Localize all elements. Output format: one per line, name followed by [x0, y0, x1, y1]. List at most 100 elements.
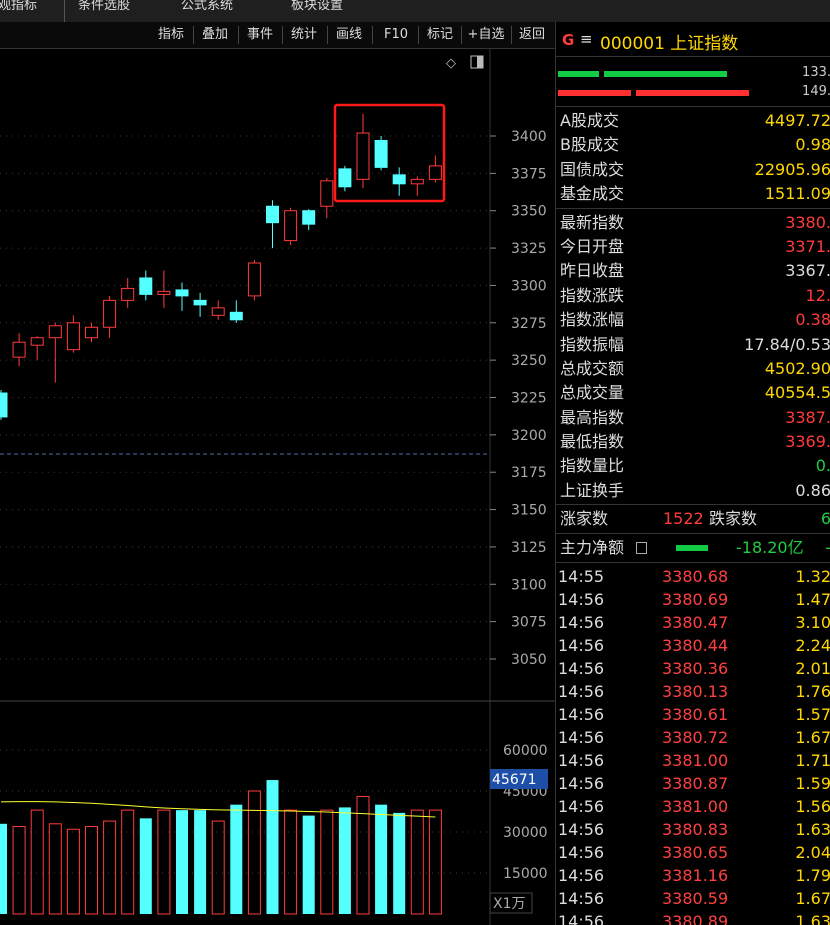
candle-up[interactable]: [30, 337, 44, 346]
tick-row[interactable]: 14:55 3380.68 1.32: [556, 565, 830, 588]
index-stat-value: 12.: [805, 286, 830, 305]
stat-row: A股成交 4497.72: [556, 109, 830, 133]
price-tick-label: 3125: [511, 540, 547, 556]
back-button[interactable]: 返回: [518, 27, 545, 42]
candle-up[interactable]: [211, 307, 225, 316]
index-stat-value: 0.38: [795, 310, 830, 329]
candle-down[interactable]: [229, 311, 243, 321]
tick-row[interactable]: 14:56 3381.00 1.56: [556, 795, 830, 818]
tick-time: 14:56: [558, 728, 605, 747]
tick-row[interactable]: 14:56 3380.69 1.47: [556, 588, 830, 611]
candle-up[interactable]: [103, 299, 117, 328]
volume-unit-badge[interactable]: [489, 892, 533, 914]
volume-bar: [66, 828, 80, 915]
tick-row[interactable]: 14:56 3380.36 2.01: [556, 657, 830, 680]
tick-row[interactable]: 14:56 3380.65 2.04: [556, 841, 830, 864]
bar-value-1: 133.: [802, 65, 830, 80]
mark-button[interactable]: 标记: [426, 27, 453, 42]
kline-chart[interactable]: ◇ 3400 3375 3350 3325 3300 3275 3250 3225 3200 31…: [0, 48, 555, 925]
tick-time: 14:56: [558, 659, 605, 678]
tick-row[interactable]: 14:56 3380.13 1.76: [556, 680, 830, 703]
f10-button[interactable]: F10: [383, 27, 409, 42]
candle-up[interactable]: [284, 210, 298, 242]
add-watchlist-button[interactable]: +自选: [467, 27, 505, 42]
candle-down[interactable]: [193, 299, 207, 306]
tick-time: 14:56: [558, 843, 605, 862]
candle-down[interactable]: [338, 168, 352, 188]
events-button[interactable]: 事件: [246, 27, 273, 42]
quote-header: G ≡ 000001 上证指数: [556, 22, 830, 57]
tick-time: 14:56: [558, 636, 605, 655]
overlay-button[interactable]: 叠加: [201, 27, 228, 42]
index-stat-value: 0.: [815, 456, 830, 475]
candle-down[interactable]: [374, 139, 388, 168]
candle-up[interactable]: [157, 290, 171, 295]
candle-down[interactable]: [0, 392, 8, 418]
indicator-button[interactable]: 指标: [157, 27, 184, 42]
volume-bar: [393, 812, 406, 914]
menu-formula-system[interactable]: 公式系统: [181, 0, 234, 13]
tick-price: 3380.47: [662, 613, 729, 632]
red-strength-bar: [558, 90, 631, 96]
tick-price: 3380.69: [662, 590, 729, 609]
menu-indicators[interactable]: 观指标: [0, 0, 38, 13]
volume-bar: [139, 818, 152, 914]
candle-up[interactable]: [85, 326, 98, 339]
candle-up[interactable]: [320, 180, 334, 207]
tick-row[interactable]: 14:56 3381.00 1.71: [556, 749, 830, 772]
tick-price: 3380.13: [662, 682, 729, 701]
tick-row[interactable]: 14:56 3380.72 1.67: [556, 726, 830, 749]
tick-row[interactable]: 14:56 3380.83 1.63: [556, 818, 830, 841]
price-axis: 3400 3375 3350 3325 3300 3275 3250 3225 3200 3175…: [0, 129, 547, 668]
tick-row[interactable]: 14:56 3380.87 1.59: [556, 772, 830, 795]
tick-row[interactable]: 14:56 3380.59 1.67: [556, 887, 830, 910]
index-stat-row: 最低指数 3369.: [556, 430, 830, 454]
section-divider: [556, 533, 830, 534]
index-stat-row: 指数涨幅 0.38: [556, 308, 830, 332]
candle-up[interactable]: [12, 341, 26, 358]
g-badge[interactable]: G: [562, 31, 575, 49]
candle-up[interactable]: [48, 325, 62, 339]
toolbar-separator: [193, 26, 194, 44]
statistics-button[interactable]: 统计: [290, 27, 317, 42]
menu-icon[interactable]: ≡: [580, 30, 593, 48]
tick-time: 14:56: [558, 705, 605, 724]
candle-down[interactable]: [392, 174, 406, 185]
tick-price: 3380.87: [662, 774, 729, 793]
chart-toolbar: 指标 叠加 事件 统计 画线 F10 标记 +自选 返回: [0, 22, 555, 49]
tick-volume: 1.47: [795, 590, 830, 609]
candle-down[interactable]: [139, 277, 153, 295]
candle-down[interactable]: [302, 210, 316, 225]
candle-down[interactable]: [266, 205, 279, 224]
tick-price: 3380.89: [662, 912, 729, 925]
candle-up[interactable]: [428, 165, 442, 180]
candle-up[interactable]: [121, 287, 135, 301]
menu-sector-settings[interactable]: 板块设置: [291, 0, 344, 13]
tick-row[interactable]: 14:56 3381.16 1.79: [556, 864, 830, 887]
list-icon[interactable]: [636, 542, 647, 554]
candle-down[interactable]: [175, 289, 189, 297]
decliners-value: 6: [820, 509, 830, 528]
tick-volume: 1.71: [795, 751, 830, 770]
candle-up[interactable]: [66, 322, 80, 351]
price-tick-label: 3325: [511, 241, 547, 257]
volume-tick-label: 60000: [503, 743, 548, 759]
tick-row[interactable]: 14:56 3380.47 3.10: [556, 611, 830, 634]
tick-row[interactable]: 14:56 3380.89 1.63: [556, 910, 830, 925]
stat-row: 国债成交 22905.96: [556, 158, 830, 182]
candle-up[interactable]: [410, 178, 424, 185]
stat-value: 22905.96: [754, 160, 830, 179]
diamond-icon[interactable]: ◇: [446, 56, 456, 71]
draw-line-button[interactable]: 画线: [335, 27, 362, 42]
tick-price: 3380.72: [662, 728, 729, 747]
menu-stock-screener[interactable]: 条件选股: [78, 0, 131, 13]
tick-row[interactable]: 14:56 3380.44 2.24: [556, 634, 830, 657]
index-stat-label: 指数涨跌: [560, 286, 625, 305]
candle-up[interactable]: [247, 262, 261, 297]
bar-value-2: 149.: [802, 84, 830, 99]
candle-up[interactable]: [356, 132, 370, 180]
tick-row[interactable]: 14:56 3380.61 1.57: [556, 703, 830, 726]
main-force-label: 主力净额: [560, 538, 625, 557]
window-toggle-icon-fill: [477, 56, 483, 68]
index-stat-label: 最低指数: [560, 432, 625, 451]
